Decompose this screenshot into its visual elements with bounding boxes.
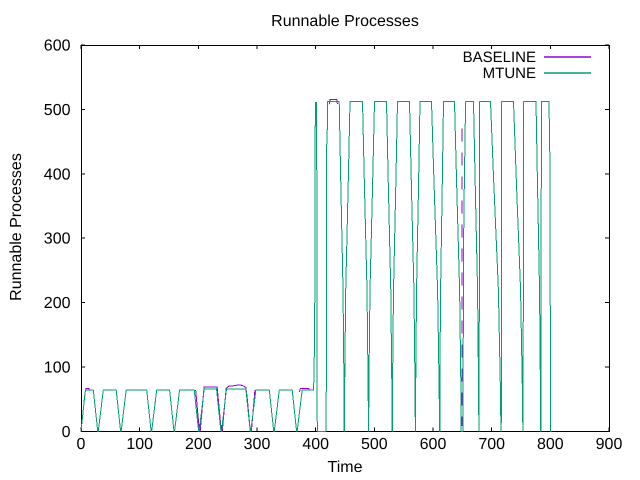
svg-text:500: 500 xyxy=(361,436,388,453)
svg-text:500: 500 xyxy=(44,102,71,119)
svg-text:300: 300 xyxy=(44,231,71,248)
svg-text:MTUNE: MTUNE xyxy=(483,65,536,82)
svg-text:Runnable Processes: Runnable Processes xyxy=(271,13,419,30)
svg-text:200: 200 xyxy=(185,436,212,453)
svg-text:BASELINE: BASELINE xyxy=(463,49,536,66)
svg-text:Runnable Processes: Runnable Processes xyxy=(8,153,25,301)
svg-text:100: 100 xyxy=(44,359,71,376)
svg-text:600: 600 xyxy=(420,436,447,453)
svg-text:700: 700 xyxy=(478,436,505,453)
svg-text:400: 400 xyxy=(302,436,329,453)
svg-text:300: 300 xyxy=(244,436,271,453)
svg-text:Time: Time xyxy=(328,459,363,476)
svg-text:900: 900 xyxy=(596,436,623,453)
svg-text:0: 0 xyxy=(77,436,86,453)
svg-text:600: 600 xyxy=(44,38,71,55)
svg-text:100: 100 xyxy=(126,436,153,453)
svg-text:400: 400 xyxy=(44,166,71,183)
svg-text:0: 0 xyxy=(62,424,71,441)
svg-text:200: 200 xyxy=(44,295,71,312)
svg-text:800: 800 xyxy=(537,436,564,453)
